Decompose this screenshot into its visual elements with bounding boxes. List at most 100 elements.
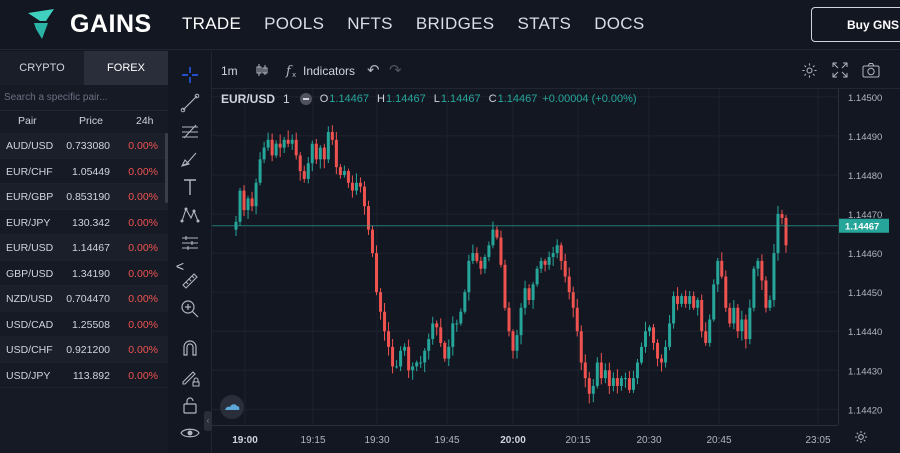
gains-logo-icon[interactable] bbox=[24, 7, 60, 41]
candle-body bbox=[668, 323, 672, 347]
nav-bridges[interactable]: BRIDGES bbox=[415, 14, 495, 33]
table-row[interactable]: USD/CAD 1.25508 0.00% bbox=[0, 312, 168, 337]
table-row[interactable]: EUR/CHF 1.05449 0.00% bbox=[0, 159, 168, 184]
table-row[interactable]: NZD/USD 0.704470 0.00% bbox=[0, 286, 168, 312]
time-tick-label: 20:30 bbox=[636, 435, 661, 446]
candle-body bbox=[547, 257, 551, 265]
nav-stats[interactable]: STATS bbox=[517, 14, 572, 33]
candle-body bbox=[298, 155, 302, 172]
candle-body bbox=[503, 264, 507, 308]
pattern-icon[interactable] bbox=[178, 203, 202, 227]
candle-body bbox=[246, 198, 250, 211]
candle-body bbox=[611, 378, 615, 386]
candle-body bbox=[571, 292, 575, 308]
candle-body bbox=[322, 147, 326, 160]
table-row[interactable]: AUD/USD 0.733080 0.00% bbox=[0, 133, 168, 159]
candle-body bbox=[559, 245, 563, 261]
symbol-label[interactable]: EUR/USD bbox=[221, 92, 276, 106]
camera-icon[interactable] bbox=[862, 62, 880, 78]
candle-body bbox=[579, 331, 583, 363]
text-tool-icon[interactable] bbox=[178, 175, 202, 199]
candle-body bbox=[599, 362, 603, 379]
last-price-label: 1.14467 bbox=[845, 222, 879, 233]
candle-body bbox=[748, 307, 752, 340]
candle-body bbox=[411, 366, 415, 371]
table-row[interactable]: EUR/USD 1.14467 0.00% bbox=[0, 235, 168, 261]
zoom-in-icon[interactable] bbox=[178, 297, 202, 321]
table-row[interactable]: USD/JPY 113.892 0.00% bbox=[0, 363, 168, 388]
axis-settings-icon[interactable] bbox=[853, 429, 869, 445]
hide-legend-icon[interactable] bbox=[299, 93, 312, 105]
low-key: L bbox=[433, 93, 440, 105]
indicators-button[interactable]: Indicators bbox=[303, 64, 356, 78]
candle-body bbox=[664, 346, 668, 363]
candle-body bbox=[250, 198, 254, 207]
pair-change: 0.00% bbox=[128, 191, 158, 203]
price-tick-label: 1.14490 bbox=[848, 132, 882, 143]
candlestick-chart[interactable] bbox=[212, 89, 838, 425]
lock-drawings-icon[interactable] bbox=[178, 365, 202, 389]
candle-body bbox=[696, 299, 700, 308]
magnet-icon[interactable] bbox=[178, 337, 202, 361]
top-header: GAINS TRADE POOLS NFTS BRIDGES STATS DOC… bbox=[0, 0, 900, 50]
candle-body bbox=[346, 171, 350, 183]
eye-icon[interactable] bbox=[178, 421, 202, 445]
nav-pools[interactable]: POOLS bbox=[264, 14, 325, 33]
nav-docs[interactable]: DOCS bbox=[594, 14, 645, 33]
pair-name: USD/CHF bbox=[6, 344, 53, 356]
price-tick-label: 1.14440 bbox=[848, 327, 882, 338]
candle-body bbox=[330, 131, 334, 140]
time-tick-label: 19:15 bbox=[300, 435, 325, 446]
candle-body bbox=[258, 159, 262, 183]
lock-icon[interactable] bbox=[178, 393, 202, 417]
col-price[interactable]: Price bbox=[79, 115, 103, 127]
collapse-left-icon[interactable]: < bbox=[174, 258, 186, 276]
ruler-icon[interactable] bbox=[178, 269, 202, 293]
time-tick-label: 20:00 bbox=[500, 435, 526, 446]
tab-crypto[interactable]: CRYPTO bbox=[0, 51, 84, 85]
candles-style-icon[interactable] bbox=[254, 62, 270, 78]
tab-forex[interactable]: FOREX bbox=[84, 51, 168, 85]
redo-icon[interactable]: ↷ bbox=[389, 62, 402, 79]
brand-name[interactable]: GAINS bbox=[70, 10, 152, 38]
candle-body bbox=[471, 253, 475, 261]
candle-body bbox=[302, 171, 306, 179]
col-24h[interactable]: 24h bbox=[136, 115, 154, 127]
table-row[interactable]: GBP/USD 1.34190 0.00% bbox=[0, 261, 168, 286]
time-tick-label: 20:45 bbox=[706, 435, 731, 446]
table-row[interactable]: USD/CHF 0.921200 0.00% bbox=[0, 337, 168, 363]
candle-body bbox=[527, 288, 531, 300]
trend-line-icon[interactable] bbox=[178, 91, 202, 115]
time-axis[interactable]: 19:00 19:15 19:30 19:45 20:00 20:15 20:30 20:45… bbox=[212, 425, 838, 453]
undo-icon[interactable]: ↶ bbox=[367, 62, 380, 79]
pair-price: 1.05449 bbox=[72, 165, 110, 178]
col-pair[interactable]: Pair bbox=[18, 115, 37, 127]
pair-change: 0.00% bbox=[128, 293, 158, 305]
pair-price: 0.853190 bbox=[66, 191, 110, 203]
open-value: 1.14467 bbox=[329, 93, 370, 105]
prediction-icon[interactable] bbox=[178, 231, 202, 255]
crosshair-icon[interactable] bbox=[178, 63, 202, 87]
nav-nfts[interactable]: NFTS bbox=[347, 14, 393, 33]
table-row[interactable]: EUR/JPY 130.342 0.00% bbox=[0, 210, 168, 235]
nav-trade[interactable]: TRADE bbox=[182, 14, 242, 33]
candle-body bbox=[587, 378, 591, 394]
price-axis[interactable]: 1.14500 1.14490 1.14480 1.14470 1.14460 1.144… bbox=[838, 89, 900, 425]
brush-icon[interactable] bbox=[178, 147, 202, 171]
candle-body bbox=[483, 257, 487, 269]
fullscreen-icon[interactable] bbox=[832, 62, 848, 78]
candle-body bbox=[672, 296, 676, 324]
interval-button[interactable]: 1m bbox=[221, 64, 238, 78]
fib-retracement-icon[interactable] bbox=[178, 119, 202, 143]
buy-gns-button[interactable]: Buy GNS bbox=[811, 7, 900, 42]
pair-search-input[interactable] bbox=[0, 85, 168, 111]
tradingview-logo-icon[interactable] bbox=[220, 395, 244, 419]
table-row[interactable]: EUR/GBP 0.853190 0.00% bbox=[0, 184, 168, 210]
timeframe-label: 1 bbox=[283, 92, 290, 106]
settings-gear-icon[interactable] bbox=[801, 62, 818, 79]
candle-body bbox=[740, 319, 744, 332]
candle-body bbox=[379, 292, 383, 312]
pair-list-scrollbar[interactable] bbox=[165, 133, 168, 203]
collapse-toolbar-icon[interactable]: ‹ bbox=[204, 411, 212, 431]
